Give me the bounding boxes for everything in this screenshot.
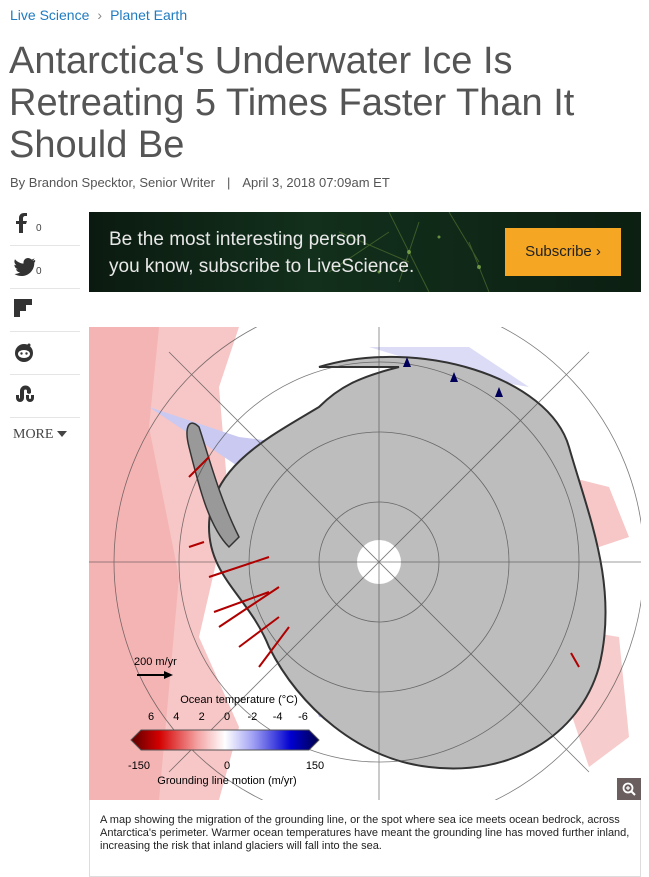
ad-background (328, 212, 490, 292)
subscribe-button[interactable]: Subscribe › (505, 228, 621, 276)
temperature-tick: 6 (148, 711, 154, 723)
share-stumbleupon[interactable] (10, 375, 80, 418)
more-label: MORE (13, 427, 54, 442)
map-legend: 200 m/yr Ocean temperature (°C) 6 4 2 0 -2 -4… (128, 656, 324, 787)
share-facebook[interactable]: 0 (10, 203, 80, 246)
temperature-tick: 0 (224, 711, 230, 723)
stumbleupon-icon (16, 385, 34, 402)
motion-tick: -150 (128, 760, 150, 772)
zoom-button[interactable] (617, 778, 641, 800)
breadcrumb-link[interactable]: Planet Earth (110, 7, 188, 23)
share-more[interactable]: MORE (13, 427, 67, 443)
zoom-icon (622, 782, 636, 796)
dropdown-caret (56, 431, 67, 437)
breadcrumb: Live Science › Planet Earth (10, 7, 187, 23)
share-twitter[interactable]: 0 (10, 246, 80, 289)
breadcrumb-link[interactable]: Live Science (10, 7, 90, 23)
ad-text: Be the most interesting person you know, … (109, 226, 414, 280)
byline-separator: | (226, 175, 231, 190)
figure-caption: A map showing the migration of the groun… (89, 800, 641, 877)
twitter-icon (14, 258, 36, 276)
temperature-title: Ocean temperature (°C) (180, 694, 298, 706)
temperature-tick: -2 (247, 711, 257, 723)
reddit-icon (15, 343, 33, 362)
motion-title: Grounding line motion (m/yr) (157, 775, 296, 787)
temperature-tick: 2 (199, 711, 205, 723)
share-flipboard[interactable] (10, 289, 80, 332)
share-count: 0 (36, 223, 42, 234)
temperature-tick: -6 (298, 711, 308, 723)
byline: By Brandon Specktor, Senior Writer | April… (10, 175, 390, 190)
flipboard-icon (14, 299, 32, 317)
scale-label: 200 m/yr (134, 656, 177, 668)
breadcrumb-separator: › (97, 7, 103, 23)
share-reddit[interactable] (10, 332, 80, 375)
temperature-tick: 4 (173, 711, 179, 723)
date: April 3, 2018 07:09am ET (242, 175, 390, 190)
article-title: Antarctica's Underwater Ice Is Retreatin… (9, 40, 575, 166)
author: By Brandon Specktor, Senior Writer (10, 175, 215, 190)
ad-line: you know, subscribe to LiveScience. (109, 256, 415, 277)
motion-tick: 150 (306, 760, 324, 772)
temperature-tick: -4 (273, 711, 283, 723)
map-base (89, 327, 641, 800)
ad-banner[interactable]: Be the most interesting person you know, … (89, 212, 641, 292)
motion-tick: 0 (224, 760, 230, 772)
facebook-icon (16, 213, 27, 233)
share-count: 0 (36, 266, 42, 277)
antarctica-map: 200 m/yr Ocean temperature (°C) 6 4 2 0 -2 -4… (89, 327, 641, 800)
share-bar: 0 0 MORE (10, 203, 80, 442)
ad-line: Be the most interesting person (109, 229, 367, 250)
